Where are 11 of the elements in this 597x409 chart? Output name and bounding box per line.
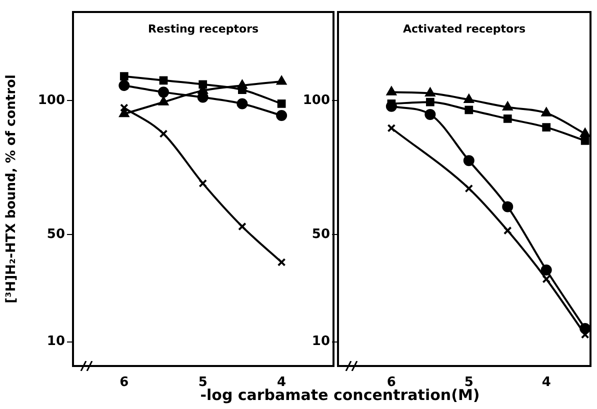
y-tick-label: 10 (46, 334, 65, 350)
text: Activated receptors (402, 22, 526, 36)
y-tick-label: 10 (312, 334, 330, 350)
y-axis-title: [³H]H₂-HTX bound, % of control (4, 74, 20, 304)
y-tick-label: 50 (46, 226, 65, 242)
x-tick-label: 6 (120, 375, 129, 390)
text: Resting receptors (148, 22, 259, 36)
y-tick-label: 50 (312, 226, 330, 242)
y-tick-label: 100 (38, 92, 65, 108)
y-tick-label: 100 (302, 92, 330, 108)
x-tick-label: 4 (542, 375, 551, 390)
